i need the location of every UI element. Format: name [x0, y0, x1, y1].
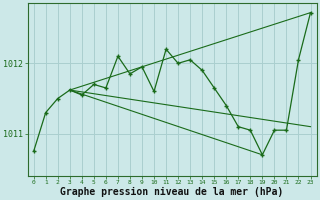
X-axis label: Graphe pression niveau de la mer (hPa): Graphe pression niveau de la mer (hPa) [60, 186, 284, 197]
